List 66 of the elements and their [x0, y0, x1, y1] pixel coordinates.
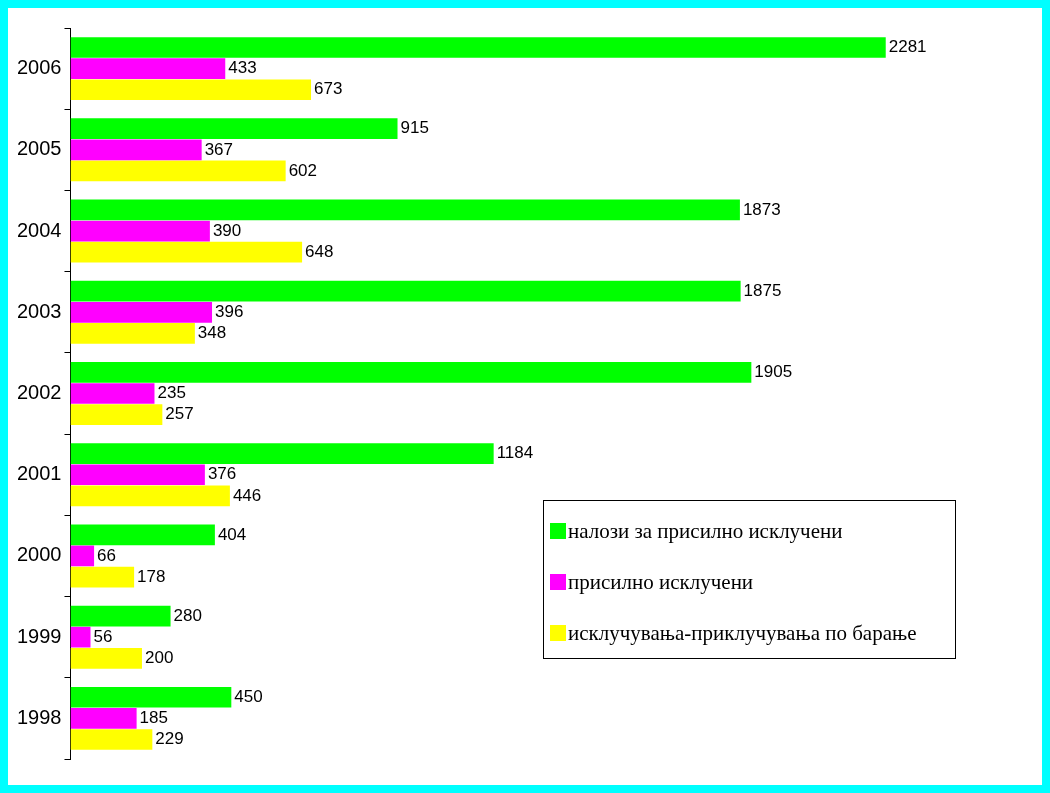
bar [70, 160, 286, 182]
data-label: 390 [212, 220, 242, 240]
bar [70, 626, 91, 648]
legend-label: исклучувања-приклучувања по барање [568, 621, 917, 646]
data-label: 404 [217, 524, 247, 544]
bar [70, 79, 312, 101]
y-tick-label: 2002 [16, 381, 62, 404]
bar [70, 383, 155, 404]
data-label: 1875 [743, 280, 782, 300]
bar [70, 464, 205, 486]
bar [70, 37, 886, 58]
bar [70, 686, 232, 708]
data-label: 66 [97, 545, 116, 565]
data-label: 376 [207, 464, 237, 484]
bar [70, 647, 142, 669]
data-label: 235 [157, 383, 186, 403]
data-label: 673 [314, 79, 343, 99]
data-label: 648 [305, 241, 334, 261]
data-label: 280 [173, 605, 202, 625]
bar [70, 485, 230, 507]
data-label: 1184 [496, 443, 534, 463]
legend-label: налози за присилно исклучени [568, 519, 843, 544]
y-tick-label: 2005 [16, 137, 62, 160]
data-label: 200 [144, 647, 174, 667]
bar [70, 139, 202, 161]
data-label: 450 [234, 686, 263, 706]
data-label: 367 [204, 139, 234, 159]
y-tick-label: 1999 [16, 624, 62, 647]
bar [70, 241, 303, 263]
data-label: 178 [137, 566, 166, 586]
y-tick-label: 2001 [16, 462, 62, 485]
legend-label: присилно исклучени [568, 570, 754, 595]
data-label: 2281 [888, 37, 927, 57]
bar [70, 524, 215, 546]
bar [70, 362, 752, 383]
data-label: 185 [139, 708, 168, 728]
bar [70, 118, 398, 140]
data-label: 1873 [742, 199, 781, 219]
data-label: 396 [215, 301, 244, 321]
bar [70, 605, 171, 627]
data-label: 257 [165, 404, 194, 424]
y-tick-label: 1998 [16, 705, 62, 728]
bar [70, 443, 494, 464]
y-tick-label: 2000 [16, 543, 62, 566]
data-label: 348 [197, 323, 227, 343]
data-label: 1905 [754, 362, 793, 382]
data-label: 229 [155, 729, 184, 749]
y-tick-label: 2006 [16, 56, 62, 79]
bar [70, 58, 226, 79]
data-label: 915 [400, 118, 429, 138]
bar [70, 220, 210, 242]
y-tick-label: 2004 [16, 218, 62, 241]
bar [70, 301, 213, 323]
y-tick-label: 2003 [16, 299, 62, 322]
bar [70, 545, 95, 567]
data-label: 433 [228, 58, 257, 78]
data-label: 446 [232, 485, 262, 505]
data-label: 56 [93, 626, 113, 646]
bar [70, 708, 137, 729]
bar [70, 323, 195, 344]
bar [70, 729, 153, 750]
bar [70, 199, 740, 221]
data-label: 602 [288, 160, 318, 180]
bar [70, 280, 741, 302]
bar [70, 404, 163, 425]
bar [70, 566, 135, 588]
